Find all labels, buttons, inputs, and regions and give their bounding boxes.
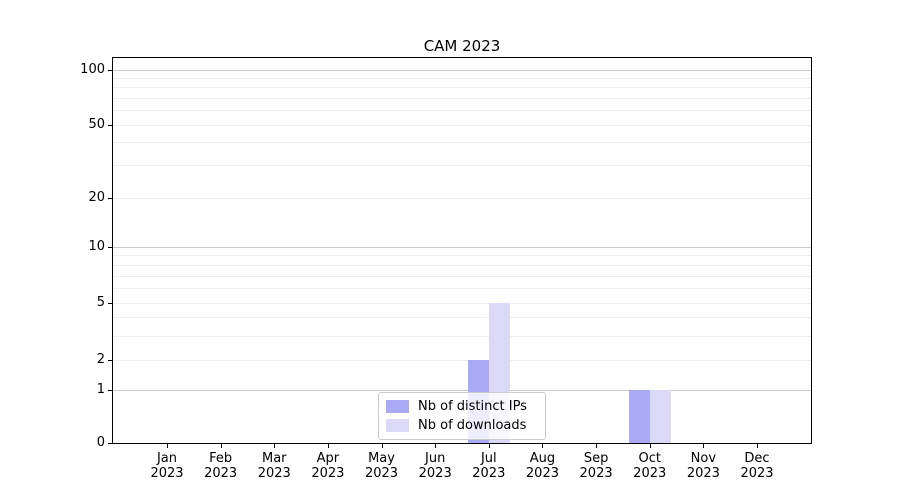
y-tick-mark: [108, 198, 112, 199]
y-tick-label: 50: [88, 117, 105, 132]
y-tick-label: 20: [88, 190, 105, 205]
y-tick-mark: [108, 303, 112, 304]
y-tick-mark: [108, 125, 112, 126]
y-tick-label: 10: [88, 239, 105, 254]
x-tick-label-mar: Mar 2023: [257, 451, 291, 481]
x-tick-mark: [327, 444, 329, 448]
grid-line: [113, 110, 811, 112]
grid-line: [113, 165, 811, 167]
x-tick-mark: [757, 444, 758, 448]
legend-label-distinct-ips: Nb of distinct IPs: [418, 399, 527, 414]
grid-line: [113, 389, 811, 391]
x-tick-label-oct: Oct 2023: [633, 451, 667, 481]
x-tick-mark: [274, 444, 276, 448]
y-tick-label: 1: [96, 382, 105, 397]
grid-line: [113, 197, 811, 199]
x-tick-mark: [435, 444, 437, 448]
x-tick-label-jan: Jan 2023: [150, 451, 184, 481]
y-tick-mark: [108, 390, 112, 391]
x-tick-mark: [381, 444, 383, 448]
x-tick-mark: [596, 444, 598, 448]
y-tick-mark: [108, 360, 112, 361]
x-tick-mark: [488, 444, 490, 448]
grid-line: [113, 275, 811, 277]
plot-area: Nb of distinct IPs Nb of downloads: [112, 57, 812, 444]
grid-line: [113, 246, 811, 248]
x-tick-label-feb: Feb 2023: [204, 451, 238, 481]
x-tick-mark: [649, 444, 651, 448]
bar-oct-distinct-ips: [628, 390, 650, 443]
legend-swatch-distinct-ips: [386, 400, 409, 413]
legend-swatch-downloads: [386, 419, 409, 432]
x-tick-label-jul: Jul 2023: [472, 451, 506, 481]
grid-line: [113, 359, 811, 361]
x-tick-label-aug: Aug 2023: [525, 451, 559, 481]
y-tick-label: 5: [96, 295, 105, 310]
legend: Nb of distinct IPs Nb of downloads: [378, 392, 546, 440]
x-tick-label-sep: Sep 2023: [579, 451, 613, 481]
y-tick-mark: [108, 443, 112, 444]
y-tick-label: 2: [96, 352, 105, 367]
x-tick-mark: [542, 444, 544, 448]
grid-line: [113, 69, 811, 71]
grid-line: [113, 288, 811, 290]
y-tick-label: 100: [80, 62, 105, 77]
chart-title: CAM 2023: [423, 37, 501, 55]
x-tick-mark: [703, 444, 705, 448]
x-tick-label-may: May 2023: [364, 451, 399, 481]
x-tick-label-nov: Nov 2023: [686, 451, 720, 481]
grid-line: [113, 255, 811, 257]
y-tick-mark: [108, 70, 112, 71]
grid-line: [113, 302, 811, 304]
grid-line: [113, 317, 811, 319]
bar-oct-downloads: [649, 390, 671, 443]
legend-item-downloads: Nb of downloads: [386, 416, 538, 435]
grid-line: [113, 87, 811, 89]
grid-line: [113, 77, 811, 79]
grid-line: [113, 335, 811, 337]
grid-line: [113, 124, 811, 126]
grid-line: [113, 142, 811, 144]
legend-label-downloads: Nb of downloads: [418, 418, 527, 433]
x-tick-label-jun: Jun 2023: [418, 451, 452, 481]
grid-line: [113, 265, 811, 267]
legend-item-distinct-ips: Nb of distinct IPs: [386, 397, 538, 416]
x-tick-label-apr: Apr 2023: [311, 451, 345, 481]
y-tick-mark: [108, 247, 112, 248]
x-tick-label-dec: Dec 2023: [740, 451, 774, 481]
x-tick-mark: [220, 444, 222, 448]
y-tick-label: 0: [96, 435, 105, 450]
x-tick-mark: [167, 444, 168, 448]
grid-line: [113, 97, 811, 99]
